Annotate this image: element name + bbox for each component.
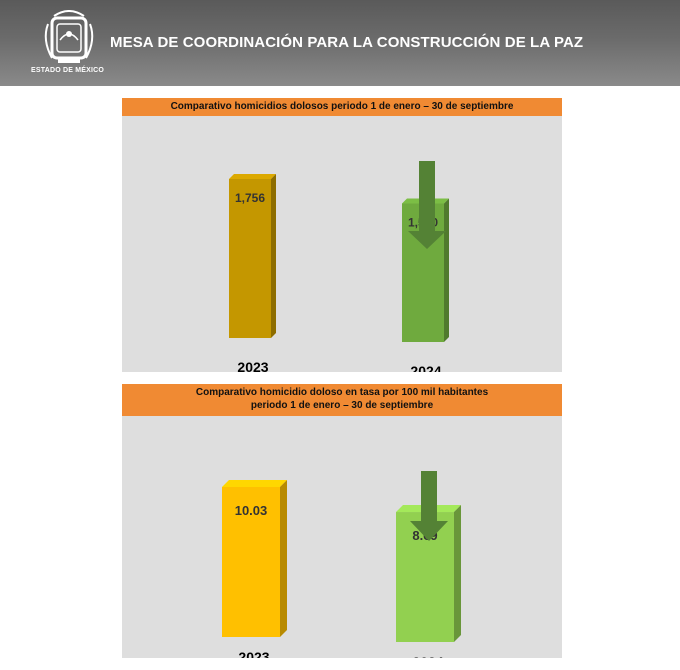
bar-side-2024 (444, 198, 449, 342)
chart-title-line: Comparativo homicidio doloso en tasa por… (195, 387, 489, 398)
chart-panel-rate: Comparativo homicidio doloso en tasa por… (122, 384, 562, 658)
category-label-2023: 2023 (237, 359, 268, 372)
category-label-2024: 2024 (410, 363, 441, 372)
bar-chart-homicides: 1,75620231,5302024 (229, 161, 449, 372)
state-seal-icon (44, 10, 94, 63)
bar-side-2023 (280, 480, 287, 637)
category-label-2023: 2023 (238, 649, 269, 658)
bar-2023 (229, 179, 271, 338)
chart-title-line: periodo 1 de enero – 30 de septiembre (250, 400, 434, 411)
chart-title-line: Comparativo homicidios dolosos periodo 1… (170, 101, 514, 112)
chart-title: Comparativo homicidios dolosos periodo 1… (122, 98, 562, 116)
bar-chart-rate: 10.0320238.692024 (222, 471, 461, 658)
category-label-2024: 2024 (412, 654, 443, 658)
bar-2023 (222, 487, 280, 637)
page-title: MESA DE COORDINACIÓN PARA LA CONSTRUCCIÓ… (110, 34, 584, 51)
value-label-2023: 10.03 (235, 503, 268, 518)
logo-caption: ESTADO DE MÉXICO (31, 67, 105, 74)
chart-panel-homicides: Comparativo homicidios dolosos periodo 1… (122, 98, 562, 372)
down-arrow-icon (410, 471, 448, 541)
chart-title: Comparativo homicidio doloso en tasa por… (122, 384, 562, 416)
header-banner: ESTADO DE MÉXICO MESA DE COORDINACIÓN PA… (0, 0, 680, 86)
bar-top-2023 (222, 480, 287, 487)
bar-top-2023 (229, 174, 276, 179)
bar-side-2023 (271, 174, 276, 338)
bar-side-2024 (454, 505, 461, 642)
value-label-2023: 1,756 (235, 191, 265, 205)
down-arrow-icon (408, 161, 446, 249)
